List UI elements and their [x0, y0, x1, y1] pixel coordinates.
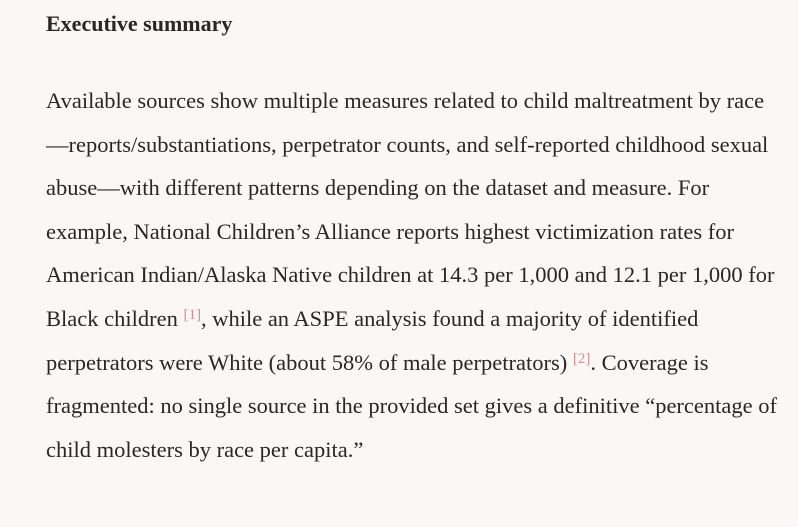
- paragraph-text: Available sources show multiple measures…: [46, 88, 775, 331]
- citation-link[interactable]: [1]: [183, 306, 201, 323]
- summary-paragraph: Available sources show multiple measures…: [46, 79, 781, 471]
- section-heading: Executive summary: [46, 11, 233, 36]
- paragraph-text: , while an ASPE analysis found a majorit…: [46, 305, 699, 375]
- citation-link[interactable]: [2]: [572, 350, 591, 367]
- paragraph-text: . Coverage is fragmented: no single sour…: [46, 349, 777, 462]
